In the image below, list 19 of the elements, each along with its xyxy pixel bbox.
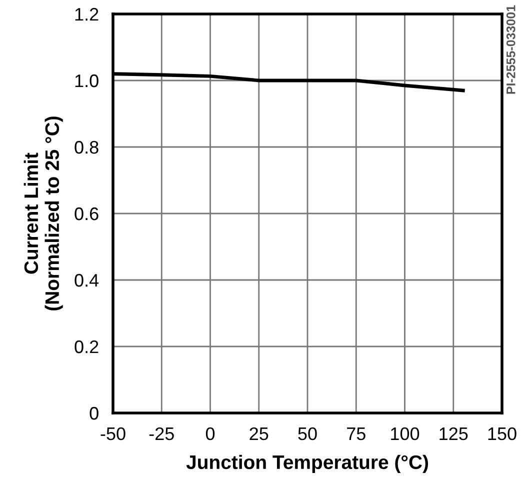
x-tick-label: 0 [206,427,215,440]
y-tick-label: 0.2 [74,340,98,354]
x-tick-label: -50 [100,427,126,440]
y-tick-label: 0 [90,406,98,420]
x-tick-label: 150 [488,427,516,440]
x-axis-title: Junction Temperature (°C) [186,454,428,473]
y-tick-label: 1.0 [75,74,98,88]
y-axis-title: Current Limit (Normalized to 25 °C) [24,116,63,310]
y-tick-label: 0.4 [74,274,99,287]
x-tick-label: 125 [440,427,468,440]
x-tick-label: 50 [298,427,317,440]
y-tick-label: 0.6 [74,207,98,220]
y-tick-label: 0.8 [74,140,98,154]
x-tick-label: 25 [250,427,268,440]
x-tick-label: 75 [347,428,366,440]
x-tick-label: -25 [149,427,174,440]
text: PI-2555-033001 [506,5,516,94]
y-tick-label: 1.2 [75,8,98,21]
x-tick-label: 100 [391,427,420,440]
